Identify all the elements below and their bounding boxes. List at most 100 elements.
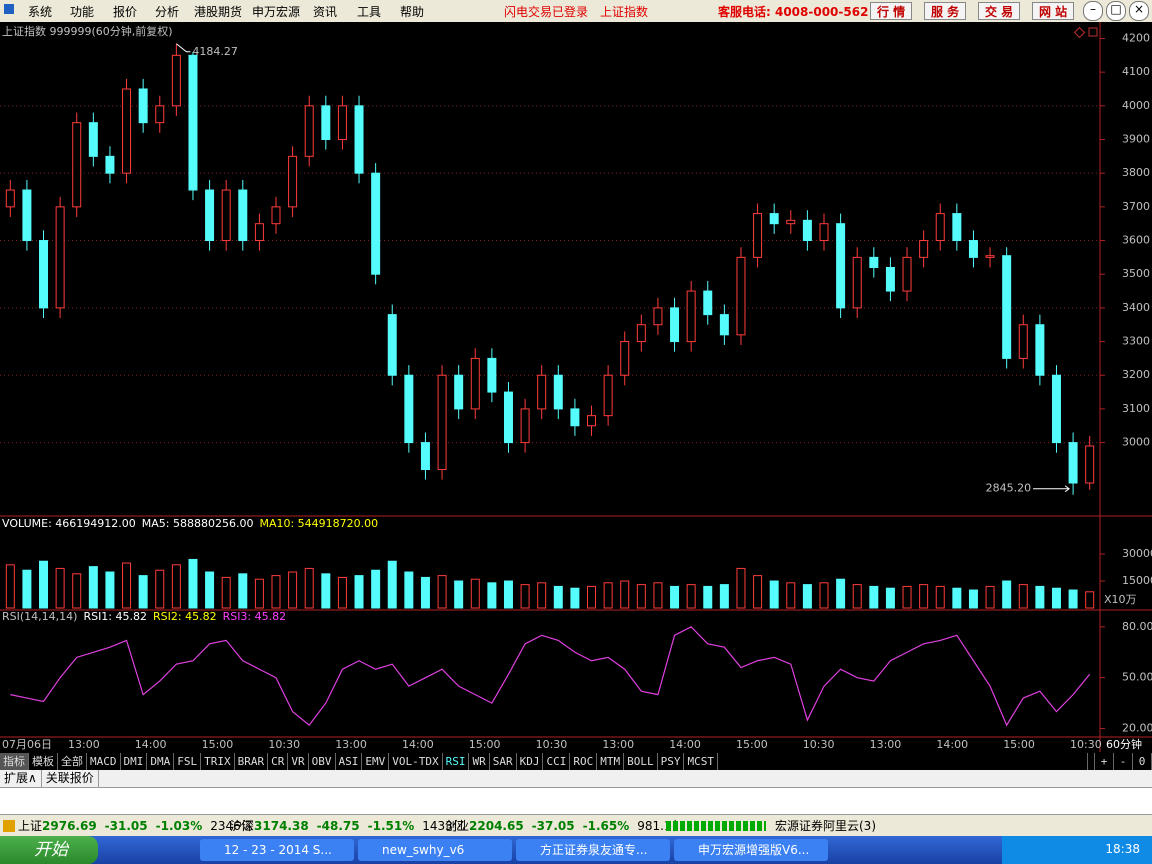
taskbar-item[interactable]: new_swhy_v6 <box>358 839 512 861</box>
indicator-tab[interactable]: PSY <box>658 753 685 770</box>
indicator-tab[interactable]: EMV <box>362 753 390 770</box>
indicator-tab[interactable]: 模板 <box>29 753 58 770</box>
menu-button[interactable]: 网 站 <box>1032 2 1075 20</box>
status-group: 上证2976.69 -31.05 -1.03% 2346亿 <box>18 815 253 837</box>
volume-bar <box>354 575 364 609</box>
start-button[interactable]: 开始 <box>0 836 98 864</box>
y-tick-label: 3000 <box>1122 436 1150 449</box>
volume-bar <box>985 585 995 609</box>
menu-item[interactable]: 报价 <box>113 5 138 19</box>
tray: 18:38 <box>1002 836 1152 864</box>
indicator-tab[interactable]: CR <box>268 753 289 770</box>
volume-bar <box>836 578 846 609</box>
menu-button[interactable]: 服 务 <box>924 2 967 20</box>
indicator-tab[interactable]: WR <box>469 753 490 770</box>
volume-bar <box>736 567 746 609</box>
volume-bar <box>5 564 15 609</box>
volume-bar <box>852 584 862 609</box>
indicator-tab[interactable]: OBV <box>309 753 336 770</box>
volume-bar <box>570 587 580 609</box>
volume-bar <box>171 564 181 609</box>
volume-bar <box>786 582 796 609</box>
menu-button[interactable]: 行 情 <box>870 2 913 20</box>
volume-bar <box>188 558 198 609</box>
candle-body <box>503 391 513 444</box>
index-name[interactable]: 上证指数 <box>600 5 649 19</box>
volume-bar <box>221 576 231 609</box>
index-name: 上证 <box>18 819 43 833</box>
volume-bar <box>205 571 215 609</box>
window-button[interactable]: □ <box>1106 1 1126 21</box>
menu-item[interactable]: 系统 <box>28 5 53 19</box>
tab-tool[interactable]: + <box>1095 753 1114 770</box>
indicator-tab[interactable]: KDJ <box>517 753 544 770</box>
tab-tool[interactable]: 0 <box>1133 753 1152 770</box>
x-tick-label: 07月06日 <box>2 738 52 751</box>
tab-tool[interactable]: - <box>1114 753 1133 770</box>
menu-item[interactable]: 工具 <box>357 5 382 19</box>
indicator-tab[interactable]: VOL-TDX <box>389 753 443 770</box>
candle-body <box>653 307 663 326</box>
indicator-tab[interactable]: 指标 <box>0 753 29 770</box>
indicator-tab[interactable]: BRAR <box>235 753 269 770</box>
chart-bg <box>0 22 1152 753</box>
volume-bar <box>919 584 929 609</box>
rsi-line <box>10 626 1091 727</box>
candle-body <box>188 54 198 191</box>
volume-bar <box>88 566 98 609</box>
y-tick-label: 50.00 <box>1122 671 1152 684</box>
taskbar-item[interactable]: 12 - 23 - 2014 S... <box>200 839 354 861</box>
x-tick-label: 10:30 <box>1070 738 1102 751</box>
candle-body <box>902 256 912 292</box>
candle-body <box>968 240 978 258</box>
volume-bar <box>337 576 347 609</box>
candle-body <box>88 122 98 157</box>
indicator-tab[interactable]: 全部 <box>58 753 87 770</box>
indicator-tab[interactable]: BOLL <box>624 753 658 770</box>
chart: 上证指数 999999(60分钟,前复权) X10万 60分钟 3000 3100… <box>0 22 1152 753</box>
y-tick-label: 4100 <box>1122 65 1150 78</box>
chart-title: 上证指数 999999(60分钟,前复权) <box>2 24 173 38</box>
candle-body <box>1051 374 1061 444</box>
indicator-tab[interactable]: MCST <box>684 753 718 770</box>
candle-body <box>1035 324 1045 376</box>
indicator-tab[interactable]: DMA <box>147 753 175 770</box>
taskbar-item[interactable]: 申万宏源增强版V6... <box>674 839 828 861</box>
menu-item[interactable]: 帮助 <box>400 5 425 19</box>
volume-bar <box>321 573 331 609</box>
indicator-tab[interactable]: ROC <box>570 753 598 770</box>
indicator-tab[interactable]: ASI <box>336 753 363 770</box>
candle-body <box>138 88 148 124</box>
sub-tab[interactable]: 扩展∧ <box>0 770 42 787</box>
indicator-tab[interactable]: MACD <box>87 753 121 770</box>
indicator-tab[interactable]: SAR <box>490 753 517 770</box>
indicator-tab[interactable]: TRIX <box>201 753 235 770</box>
candle-body <box>404 374 414 444</box>
indicator-tab[interactable]: RSI <box>443 753 470 770</box>
menu-item[interactable]: 分析 <box>155 5 180 19</box>
indicator-tab[interactable]: DMI <box>121 753 148 770</box>
menu-item[interactable]: 港股期货 <box>194 5 243 19</box>
y-tick-label: 3200 <box>1122 368 1150 381</box>
menu-button[interactable]: 交 易 <box>978 2 1021 20</box>
icon[interactable] <box>1073 26 1086 39</box>
window-button[interactable]: – <box>1083 1 1103 21</box>
menu-item[interactable]: 功能 <box>70 5 95 19</box>
indicator-tab[interactable]: MTM <box>597 753 625 770</box>
menu-item[interactable]: 资讯 <box>313 5 338 19</box>
candle-body <box>553 374 563 410</box>
candle-body <box>869 256 879 268</box>
menu-item[interactable]: 申万宏源 <box>252 5 301 19</box>
sub-tab[interactable]: 关联报价 <box>42 770 99 787</box>
icon[interactable] <box>1088 27 1098 37</box>
volume-bar <box>503 580 513 609</box>
candle-body <box>337 105 347 141</box>
indicator-tab[interactable]: FSL <box>174 753 202 770</box>
taskbar-item[interactable]: 方正证券泉友通专... <box>516 839 670 861</box>
indicator-tab[interactable]: CCI <box>543 753 571 770</box>
status-group: 创业2204.65 -37.05 -1.65% 981.1亿 <box>445 815 684 837</box>
candle-body <box>171 54 181 107</box>
window-button[interactable]: × <box>1129 1 1149 21</box>
index-change: -37.05 <box>531 819 575 833</box>
indicator-tab[interactable]: VR <box>288 753 309 770</box>
